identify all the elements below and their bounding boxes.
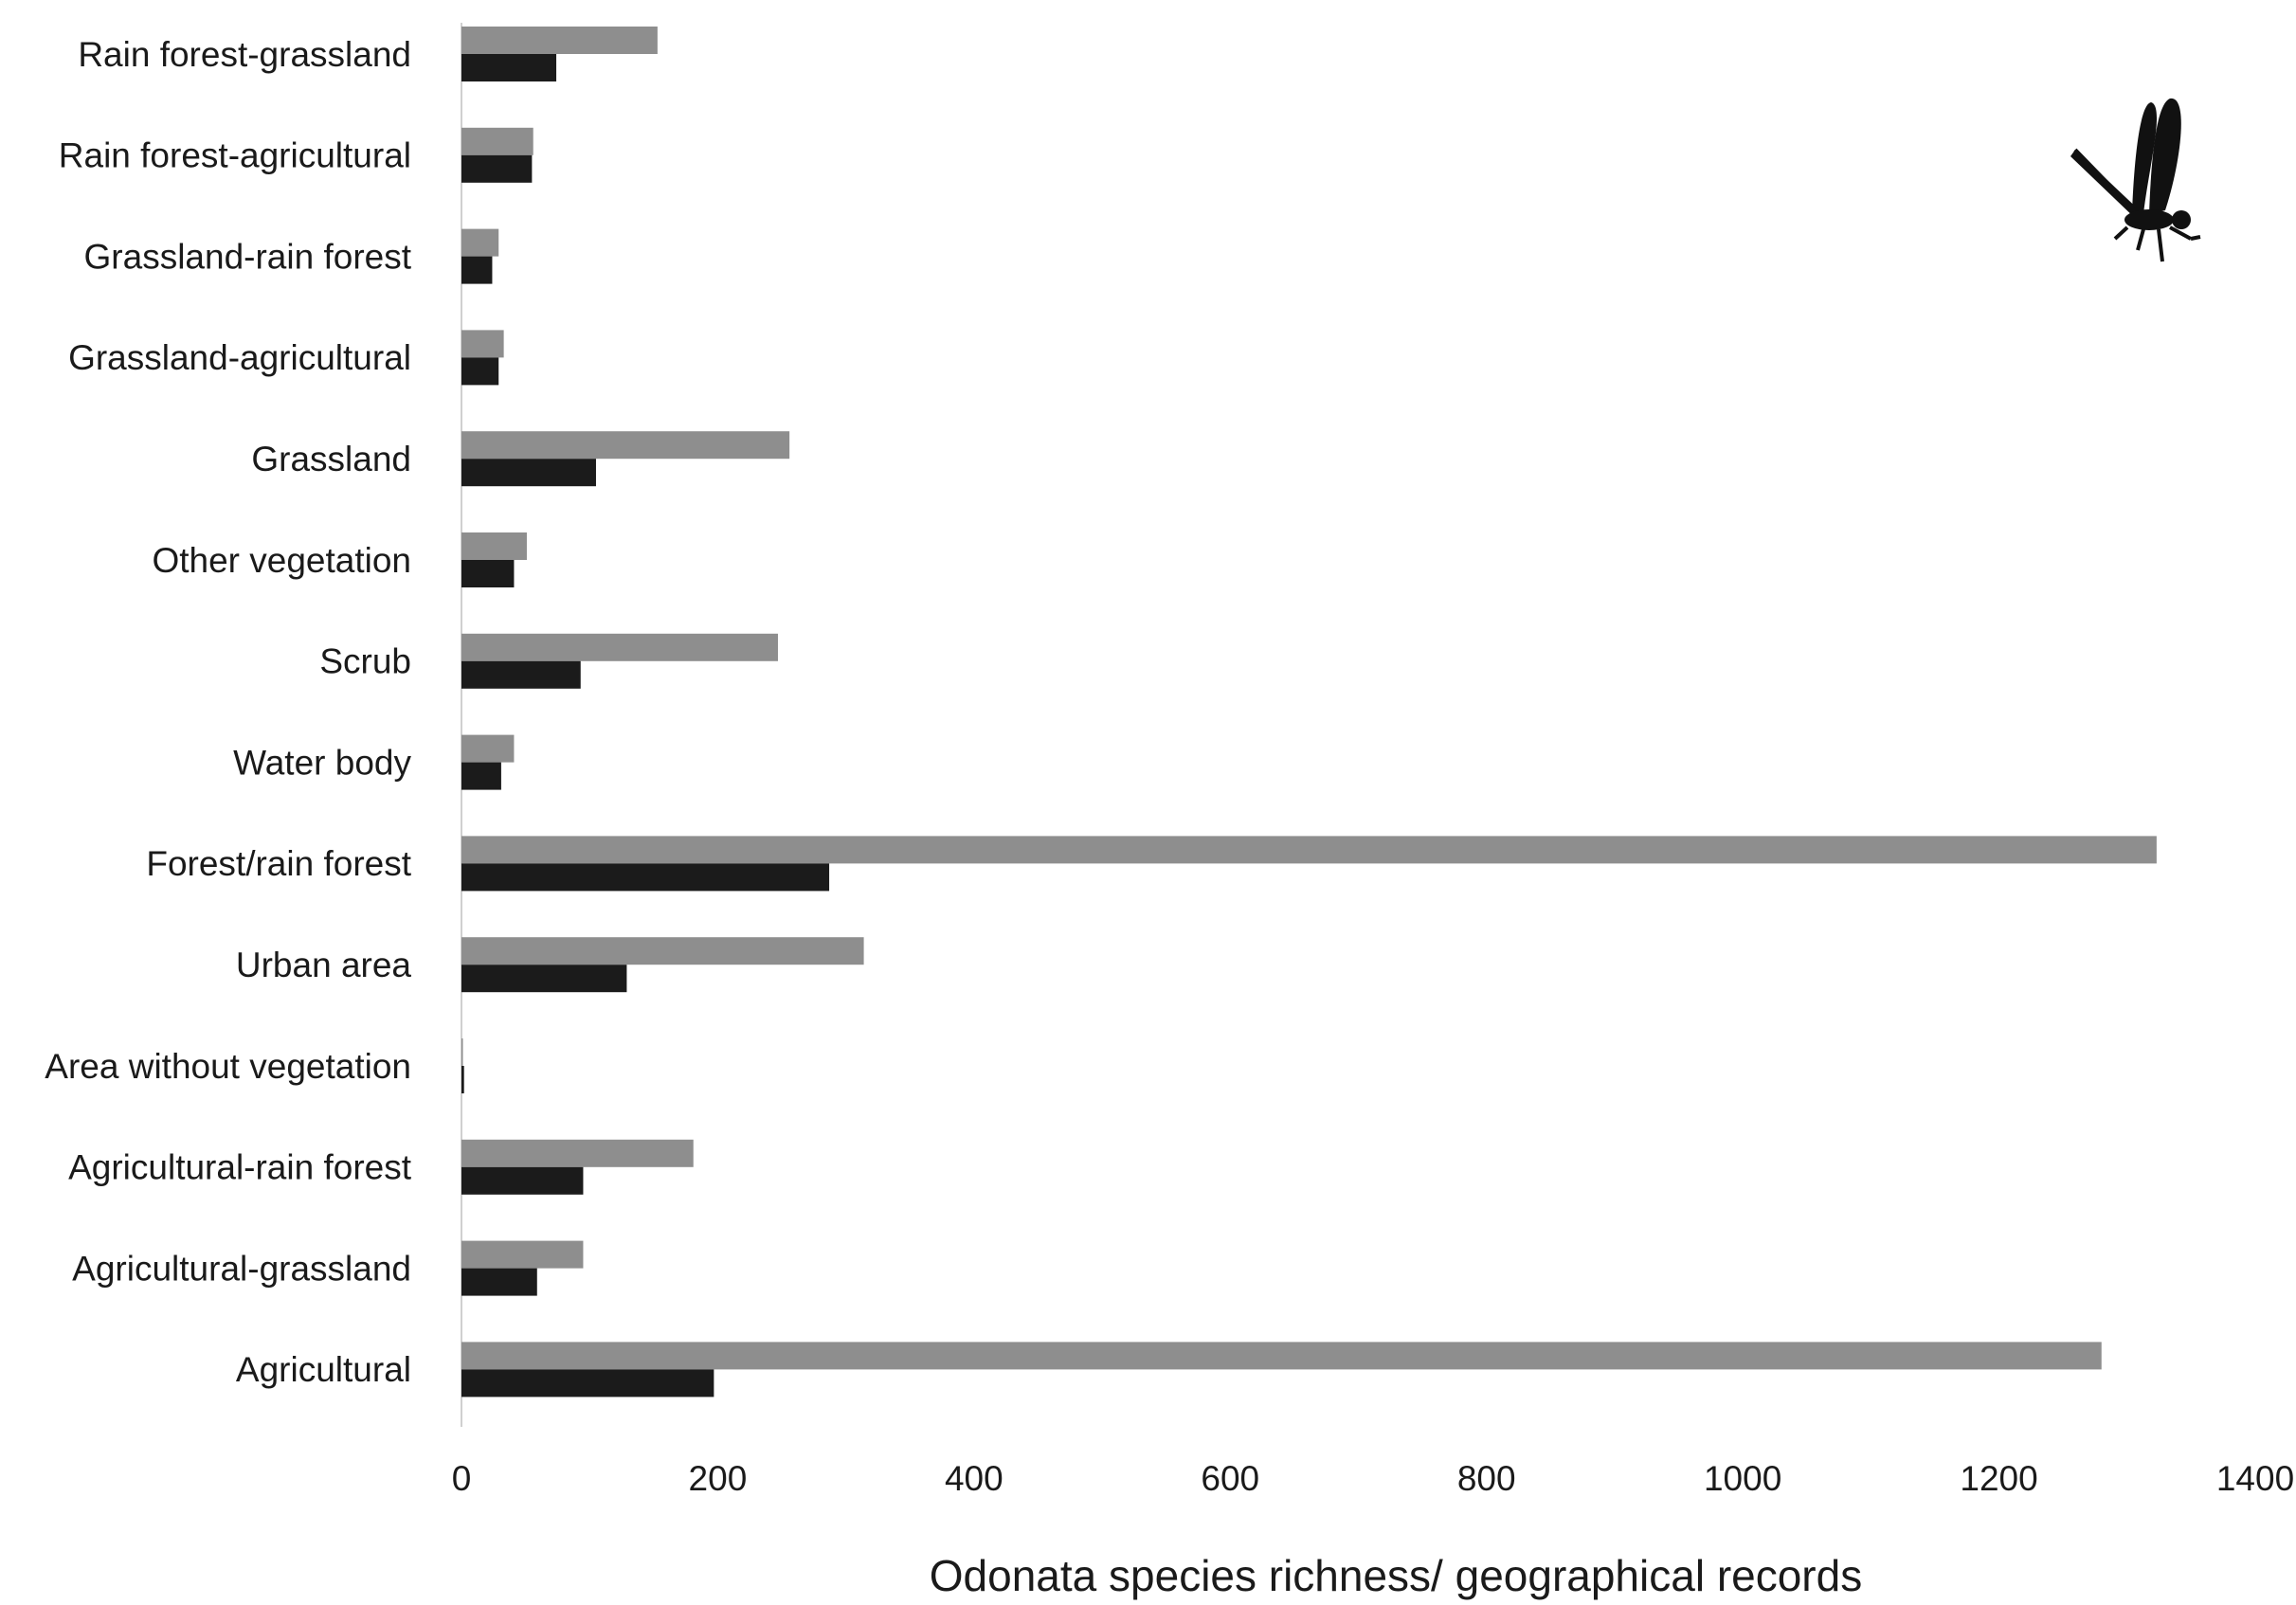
bar: [461, 127, 533, 155]
bar: [461, 330, 504, 358]
y-tick-label: Urban area: [236, 946, 412, 984]
bar: [461, 560, 515, 587]
bar: [461, 1342, 2102, 1370]
bar: [461, 660, 581, 689]
bar: [461, 154, 533, 183]
x-tick-label: 800: [1457, 1459, 1516, 1498]
x-tick-label: 1400: [2216, 1459, 2294, 1498]
x-tick-label: 0: [452, 1459, 472, 1498]
y-tick-label: Forest/rain forest: [146, 844, 411, 883]
y-tick-label: Other vegetation: [152, 541, 411, 580]
bar: [461, 762, 501, 790]
x-tick-label: 1000: [1704, 1459, 1781, 1498]
bar: [461, 357, 499, 386]
x-tick-label: 200: [689, 1459, 748, 1498]
bar: [461, 228, 499, 257]
bar: [461, 633, 778, 661]
bar: [461, 937, 864, 965]
y-tick-label: Grassland-agricultural: [68, 338, 411, 377]
y-tick-label: Agricultural-grassland: [72, 1249, 411, 1288]
bar: [461, 836, 2157, 864]
x-tick-label: 400: [945, 1459, 1003, 1498]
bar: [461, 431, 790, 460]
bar: [461, 965, 627, 993]
bar: [461, 27, 658, 54]
bar: [461, 256, 493, 284]
y-tick-label: Grassland-rain forest: [84, 237, 412, 276]
bar: [461, 1166, 584, 1195]
y-tick-label: Agricultural-rain forest: [68, 1148, 412, 1187]
bar: [461, 54, 557, 81]
y-tick-label: Rain forest-grassland: [78, 35, 411, 74]
bar: [461, 532, 527, 560]
y-tick-label: Grassland: [251, 440, 411, 478]
bar: [461, 1038, 463, 1066]
y-tick-label: Water body: [233, 743, 411, 782]
y-tick-label: Rain forest-agricultural: [59, 136, 411, 175]
x-tick-label: 600: [1201, 1459, 1259, 1498]
bar: [461, 1240, 584, 1269]
dragonfly-icon: [2070, 98, 2201, 262]
bar: [461, 1268, 537, 1296]
bar: [461, 1139, 694, 1167]
bar: [461, 863, 830, 892]
x-tick-label: 1200: [1960, 1459, 2037, 1498]
y-tick-label: Area without vegetation: [45, 1047, 411, 1086]
y-tick-label: Scrub: [319, 642, 411, 681]
bar: [461, 1369, 714, 1398]
x-axis-title: Odonata species richness/ geographical r…: [930, 1551, 1862, 1600]
bar: [461, 734, 515, 763]
y-tick-label: Agricultural: [236, 1350, 411, 1389]
bar: [461, 459, 596, 487]
bar: [461, 1066, 464, 1093]
